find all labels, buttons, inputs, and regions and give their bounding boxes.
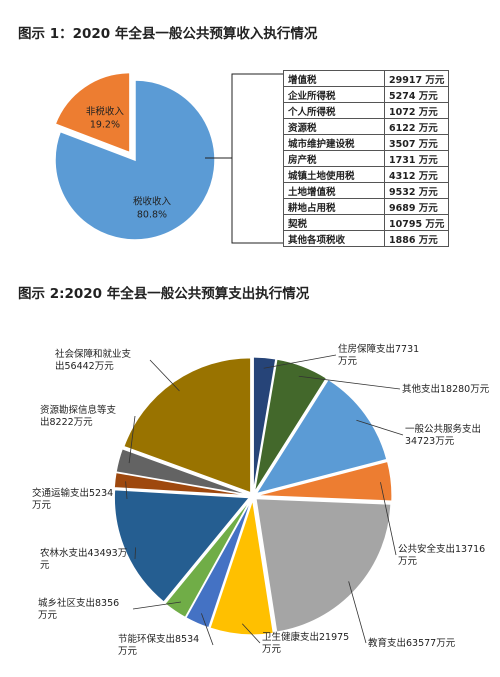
leader-line-public-safety [380, 482, 397, 556]
tax-unit: 万元 [415, 138, 438, 150]
tax-value: 3507 [389, 138, 416, 150]
tax-unit: 万元 [415, 122, 438, 134]
leader-line-education [348, 581, 367, 644]
figure1-title: 图示 1：2020 年全县一般公共预算收入执行情况 [18, 26, 318, 42]
tax-unit: 万元 [415, 90, 438, 102]
tax-unit: 万元 [422, 218, 445, 230]
tax-value: 9532 [389, 186, 416, 198]
slice-label-energy-environment: 节能环保支出8534 万元 [118, 633, 199, 657]
slice-label-agriculture: 农林水支出43493万元 [40, 547, 127, 571]
slice-label-public-safety: 公共安全支出13716 万元 [398, 543, 485, 567]
connector-bottom [231, 158, 283, 244]
pie-slice-health [209, 499, 275, 636]
tax-value: 6122 [389, 122, 416, 134]
pie-slice-urban-rural [164, 498, 252, 619]
leader-line-energy-environment [201, 613, 214, 646]
tax-unit: 万元 [415, 202, 438, 214]
tax-name: 其他各项税收 [283, 230, 385, 247]
pie-slice-housing [252, 356, 277, 493]
pie-slice-general-public-service [254, 378, 388, 495]
pie-slice-agriculture [113, 489, 251, 603]
slice-label-urban-rural: 城乡社区支出8356 万元 [38, 597, 119, 621]
tax-unit: 万元 [415, 186, 438, 198]
table-row: 城市维护建设税 3507 万元 [283, 134, 450, 151]
tax-value: 5274 [389, 90, 416, 102]
table-row: 契税 10795 万元 [283, 214, 450, 231]
tax-value: 4312 [389, 170, 416, 182]
slice-label-social-security: 社会保障和就业支出56442万元 [55, 348, 132, 372]
leader-line-housing [263, 354, 337, 369]
tax-unit: 万元 [415, 234, 438, 246]
connector-top [205, 73, 283, 159]
leader-line-resource-info [128, 415, 136, 464]
slice-label-resource-info: 资源勘探信息等支出8222万元 [40, 404, 117, 428]
revenue-pie-connector [205, 73, 283, 244]
pie-slice-public-safety [256, 460, 393, 502]
tax-value: 1072 [389, 106, 416, 118]
slice-label-housing: 住房保障支出7731 万元 [338, 343, 419, 367]
pie-slice-resource-info [115, 448, 250, 496]
tax-value: 29917 [389, 74, 423, 86]
tax-unit: 万元 [415, 154, 438, 166]
slice-label-general-public-service: 一般公共服务支出 34723万元 [405, 423, 481, 447]
slice-label-education: 教育支出63577万元 [368, 637, 456, 649]
tax-unit: 万元 [415, 170, 438, 182]
leader-line-other [298, 375, 401, 390]
tax-revenue-table: 增值税 29917 万元 企业所得税 5274 万元 个人所得税 1072 万元 资源税 61… [283, 70, 450, 247]
pie-slice-social-security [123, 357, 252, 494]
tax-value: 1731 [389, 154, 416, 166]
table-row: 其他各项税收 1886 万元 [283, 230, 450, 247]
leader-line-urban-rural [132, 601, 182, 610]
tax-unit: 万元 [422, 74, 445, 86]
table-row: 资源税 6122 万元 [283, 118, 450, 135]
tax-unit: 万元 [415, 106, 438, 118]
pie-slice-other [253, 358, 328, 493]
expenditure-pie-chart [113, 356, 393, 636]
leader-line-agriculture [134, 547, 136, 560]
pie-label-nontax-percent: 19.2% [90, 119, 120, 130]
tax-value: 9689 [389, 202, 416, 214]
pie-slice-tax-revenue [54, 79, 216, 241]
revenue-pie-chart: 非税收入 19.2% 税收收入 80.8% [54, 71, 216, 241]
pie-slice-nontax-revenue [54, 71, 131, 154]
leader-line-social-security [149, 359, 180, 392]
leader-line-health [241, 623, 261, 644]
pie-label-nontax-name: 非税收入 [86, 105, 125, 117]
slice-label-transport: 交通运输支出5234 万元 [32, 487, 113, 511]
pie-label-tax-percent: 80.8% [137, 210, 167, 221]
table-row: 增值税 29917 万元 [283, 70, 450, 87]
leader-line-transport [125, 481, 128, 500]
tax-value: 10795 [389, 218, 423, 230]
figure2-title: 图示 2:2020 年全县一般公共预算支出执行情况 [18, 286, 310, 302]
tax-value: 1886 [389, 234, 416, 246]
pie-slice-energy-environment [185, 499, 252, 629]
slice-label-health: 卫生健康支出21975 万元 [262, 631, 349, 655]
pie-label-tax-name: 税收收入 [133, 196, 172, 208]
pie-slice-education [255, 498, 392, 633]
slice-label-other: 其他支出18280万元 [402, 383, 490, 395]
leader-line-general-public-service [356, 419, 404, 436]
table-row: 土地增值税 9532 万元 [283, 182, 450, 199]
